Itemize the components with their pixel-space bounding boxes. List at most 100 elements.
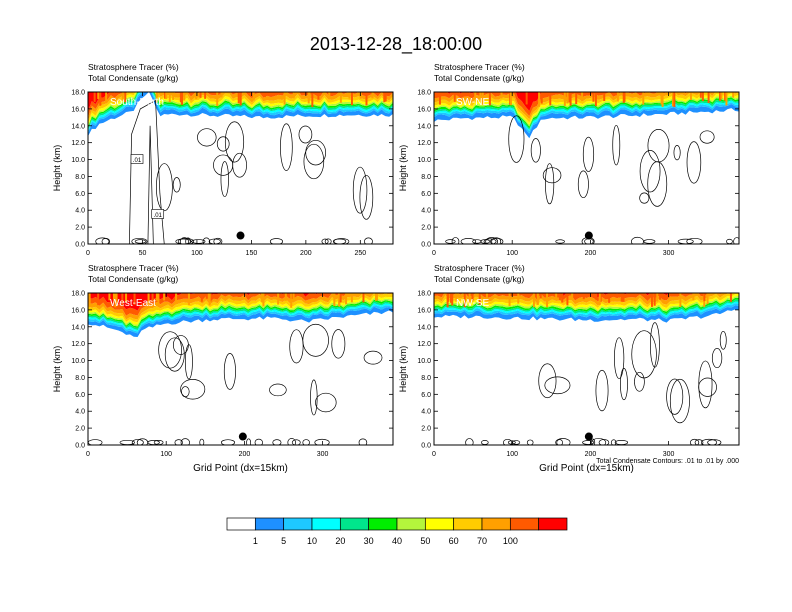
tracer-streak [114,293,117,308]
condensate-contour-low [700,438,718,445]
colorbar-swatch [424,517,455,531]
tracer-streak [479,92,482,100]
tracer-streak [115,293,118,304]
tracer-streak [732,92,735,98]
plot-frame [433,292,740,446]
condensate-contour [289,329,304,364]
tracer-streak [689,92,692,100]
tracer-streak [125,293,128,303]
tracer-streak [121,92,124,101]
x-tick-label: 100 [191,250,203,257]
condensate-contour-low [512,440,521,445]
tracer-streak [546,293,549,308]
section-label: NW-SE [456,298,489,309]
y-tick-label: 4.0 [421,208,431,215]
colorbar-swatch [339,517,370,531]
tracer-streak [195,92,198,100]
y-tick-label: 0.0 [75,242,85,249]
tracer-streak [208,293,211,306]
colorbar-label: 20 [335,536,345,546]
panel-title-tracer: Stratosphere Tracer (%) [88,62,179,72]
tracer-band-4 [434,299,739,316]
condensate-contour-low [324,238,332,244]
panel-title-condensate: Total Condensate (g/kg) [88,73,178,83]
condensate-contour [298,125,313,144]
tracer-streak [549,92,552,106]
condensate-contour-low [185,237,191,244]
x-tick-label: 50 [139,250,147,257]
tracer-streak [365,92,368,106]
tracer-streak [339,293,342,303]
tracer-streak [172,92,175,100]
contour-label: .01 [151,209,165,219]
tracer-streak [311,92,314,108]
condensate-contour [639,150,661,193]
condensate-contour [711,348,723,369]
y-tick-label: 2.0 [421,426,431,433]
tracer-streak [339,92,342,103]
x-tick-label: 200 [300,250,312,257]
tracer-band-3 [88,303,393,332]
tracer-streak [262,293,265,307]
tracer-field [434,92,739,244]
y-tick-label: 4.0 [75,208,85,215]
colorbar-label: 70 [477,536,487,546]
tracer-streak [478,293,481,305]
condensate-contours [465,322,727,445]
condensate-contour [612,124,621,166]
colorbar-label: 60 [449,536,459,546]
tracer-streak [155,92,158,103]
condensate-contour-low [179,237,189,244]
condensate-contour [331,329,346,359]
tracer-streak [175,293,178,304]
condensate-contour [197,128,217,147]
tracer-streak [348,92,351,99]
colorbar-swatch [509,517,540,531]
y-tick-label: 4.0 [75,409,85,416]
y-tick-label: 10.0 [71,358,85,365]
tracer-band-1 [434,103,739,139]
x-tick-label: 200 [239,451,251,458]
condensate-contour-low [269,238,283,244]
tracer-band-4 [434,99,739,130]
tracer-streak [438,92,441,105]
tracer-streak [449,293,452,303]
x-tick-label: 200 [585,250,597,257]
x-tick-label: 300 [663,250,675,257]
panel-west-east: Stratosphere Tracer (%)Total Condensate … [52,263,394,474]
tracer-streak [509,92,512,106]
y-tick-label: 4.0 [421,409,431,416]
tracer-streak [540,92,543,104]
x-tick-label: 300 [663,451,675,458]
condensate-contour [172,177,181,193]
tracer-band-1 [88,306,393,338]
condensate-contour-low [472,239,482,244]
tracer-streak [151,293,154,300]
condensate-contours [445,115,739,244]
condensate-contour [634,371,645,392]
condensate-contour [224,121,245,163]
y-tick-label: 16.0 [71,307,85,314]
colorbar-swatch [368,517,398,531]
condensate-contour [530,138,541,163]
tracer-streak [729,293,732,302]
tracer-band-4 [88,301,393,331]
y-tick-label: 18.0 [71,90,85,97]
tracer-band-2 [88,305,393,334]
tracer-streak [164,92,167,99]
y-tick-label: 14.0 [71,324,85,331]
colorbar-swatch [453,517,483,531]
tracer-streak [474,92,477,99]
tracer-streak [383,92,386,103]
tracer-streak [539,293,542,299]
condensate-contour [545,163,555,205]
tracer-streak [566,92,569,104]
colorbar-label: 10 [307,536,317,546]
colorbar-swatch [396,517,426,531]
colorbar-swatch [538,517,568,531]
tracer-streak [692,293,695,300]
tracer-band-1 [434,305,739,323]
tracer-streak [371,92,374,99]
panel-title-condensate: Total Condensate (g/kg) [434,73,524,83]
